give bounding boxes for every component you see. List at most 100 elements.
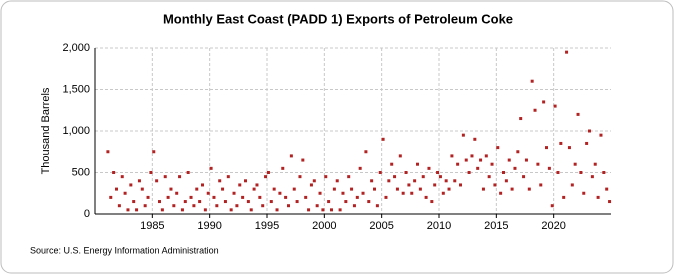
point bbox=[410, 191, 414, 195]
point bbox=[347, 175, 351, 179]
point bbox=[287, 204, 290, 208]
point bbox=[565, 50, 569, 54]
x-tick-label: 2000 bbox=[312, 220, 336, 232]
point bbox=[189, 195, 193, 199]
y-tick-label: 0 bbox=[84, 208, 90, 220]
x-tick-label: 2020 bbox=[541, 220, 565, 232]
point bbox=[364, 150, 368, 154]
point bbox=[576, 112, 580, 116]
point bbox=[249, 208, 253, 212]
point bbox=[599, 133, 603, 137]
point bbox=[542, 100, 546, 104]
point bbox=[318, 191, 322, 195]
point bbox=[579, 171, 583, 174]
point bbox=[378, 171, 382, 174]
point bbox=[172, 204, 176, 208]
point bbox=[516, 150, 520, 154]
point bbox=[281, 166, 285, 170]
point bbox=[524, 158, 528, 162]
point bbox=[258, 195, 262, 199]
point bbox=[570, 183, 574, 187]
point bbox=[547, 166, 551, 170]
point bbox=[223, 200, 227, 204]
point bbox=[175, 191, 179, 195]
point bbox=[490, 162, 494, 166]
point bbox=[585, 141, 589, 145]
point bbox=[284, 195, 288, 199]
x-tick-label: 1985 bbox=[140, 220, 164, 232]
point bbox=[456, 162, 460, 166]
point bbox=[447, 187, 451, 191]
point bbox=[106, 150, 110, 154]
point bbox=[533, 108, 537, 112]
point bbox=[513, 166, 517, 170]
y-axis-label: Thousand Barrels bbox=[40, 87, 52, 174]
point bbox=[481, 187, 485, 191]
point bbox=[201, 183, 204, 187]
point bbox=[444, 179, 448, 183]
point bbox=[315, 204, 319, 208]
point bbox=[407, 183, 411, 187]
point bbox=[344, 200, 348, 204]
point bbox=[430, 200, 434, 204]
point bbox=[350, 187, 354, 191]
point bbox=[238, 183, 242, 187]
point bbox=[229, 208, 233, 212]
point bbox=[338, 208, 342, 212]
point bbox=[416, 162, 419, 166]
point bbox=[295, 200, 299, 204]
point bbox=[390, 162, 394, 166]
point bbox=[588, 129, 591, 133]
point bbox=[149, 171, 153, 174]
point bbox=[476, 166, 480, 170]
point bbox=[550, 204, 554, 208]
point bbox=[510, 187, 514, 191]
point bbox=[496, 146, 500, 150]
point bbox=[355, 195, 359, 199]
point bbox=[484, 154, 488, 158]
point bbox=[493, 183, 497, 187]
point bbox=[109, 195, 113, 199]
y-tick-label: 2,000 bbox=[62, 42, 90, 54]
point bbox=[120, 175, 124, 179]
point bbox=[519, 117, 523, 121]
point bbox=[143, 204, 147, 208]
point bbox=[275, 208, 279, 212]
point bbox=[264, 175, 268, 179]
point bbox=[358, 166, 362, 170]
point bbox=[146, 195, 150, 199]
x-tick-label: 2010 bbox=[427, 220, 451, 232]
point bbox=[395, 187, 399, 191]
x-tick-label: 2005 bbox=[369, 220, 393, 232]
point bbox=[301, 158, 305, 162]
x-tick-label: 2015 bbox=[484, 220, 508, 232]
point bbox=[441, 191, 445, 195]
point bbox=[137, 179, 141, 183]
point bbox=[166, 195, 170, 199]
point bbox=[289, 154, 293, 158]
point bbox=[553, 104, 557, 108]
point bbox=[212, 195, 216, 199]
point bbox=[545, 146, 548, 150]
point bbox=[183, 200, 187, 204]
point bbox=[292, 187, 296, 191]
point bbox=[246, 200, 250, 204]
x-tick-label: 1995 bbox=[255, 220, 279, 232]
point bbox=[401, 191, 405, 195]
point bbox=[215, 204, 219, 208]
point bbox=[413, 179, 417, 183]
point bbox=[160, 208, 164, 212]
point bbox=[195, 187, 199, 191]
point bbox=[209, 166, 213, 170]
point bbox=[556, 171, 560, 174]
point bbox=[112, 171, 116, 174]
point bbox=[152, 150, 156, 154]
point bbox=[464, 158, 468, 162]
point bbox=[438, 175, 442, 179]
point bbox=[163, 175, 167, 179]
point bbox=[593, 162, 597, 166]
point bbox=[352, 204, 356, 208]
point bbox=[309, 183, 313, 187]
point bbox=[453, 179, 457, 183]
